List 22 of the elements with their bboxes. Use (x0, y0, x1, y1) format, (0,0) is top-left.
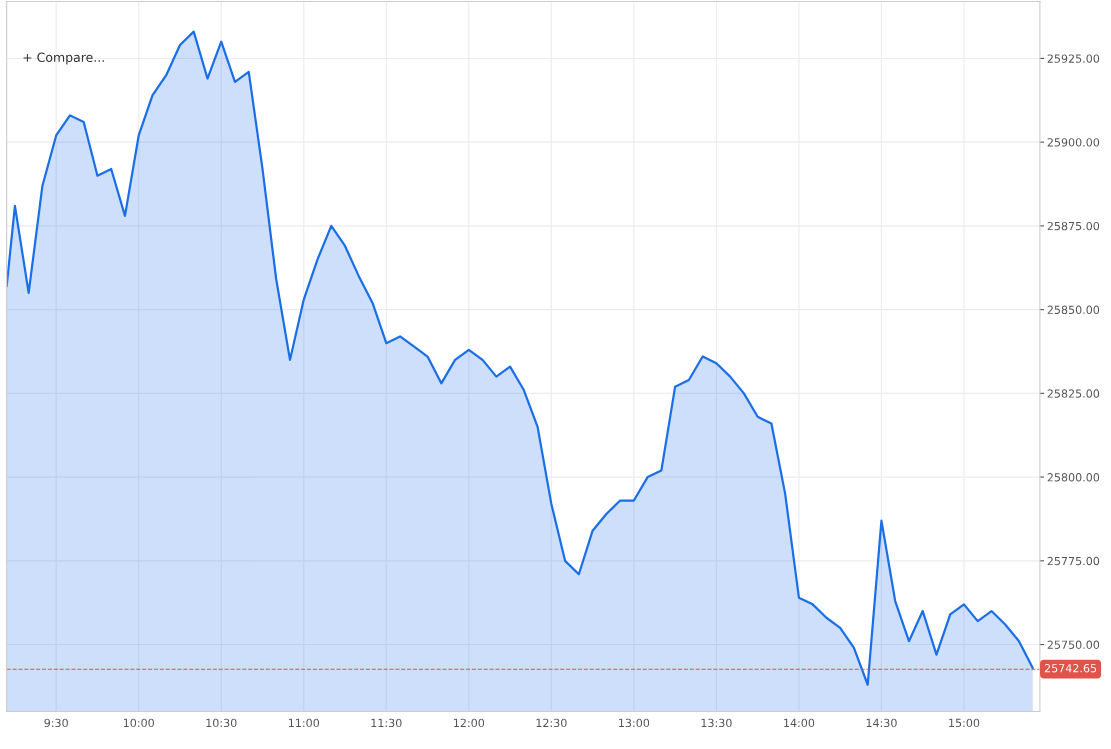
x-tick-label: 12:00 (454, 718, 485, 728)
y-tick-label: 25900.00 (1047, 138, 1100, 147)
x-tick-label: 12:30 (536, 718, 567, 728)
y-tick-label: 25925.00 (1047, 54, 1100, 63)
annotation: + Compare... (23, 52, 104, 65)
y-tick-label: 25775.00 (1047, 556, 1100, 566)
y-tick-label: 25875.00 (1047, 221, 1100, 231)
x-tick-label: 13:30 (701, 718, 732, 728)
y-tick-label: 25850.00 (1047, 305, 1100, 315)
x-tick-label: 13:00 (619, 718, 650, 728)
x-tick-label: 10:30 (206, 718, 237, 728)
y-tick-label: 25750.00 (1047, 640, 1100, 649)
x-tick-label: 11:30 (371, 718, 402, 728)
x-tick-label: 9:30 (44, 718, 68, 728)
x-tick-label: 11:00 (288, 718, 320, 728)
y-tick-label: 25825.00 (1047, 389, 1100, 398)
x-tick-label: 15:00 (949, 718, 980, 728)
y-tick-label: 25800.00 (1047, 473, 1100, 482)
x-tick-label: 10:00 (123, 718, 154, 728)
x-tick-label: 14:00 (784, 718, 815, 728)
ref-line-label: 25742.65 (1044, 664, 1097, 673)
x-tick-label: 14:30 (866, 718, 897, 728)
